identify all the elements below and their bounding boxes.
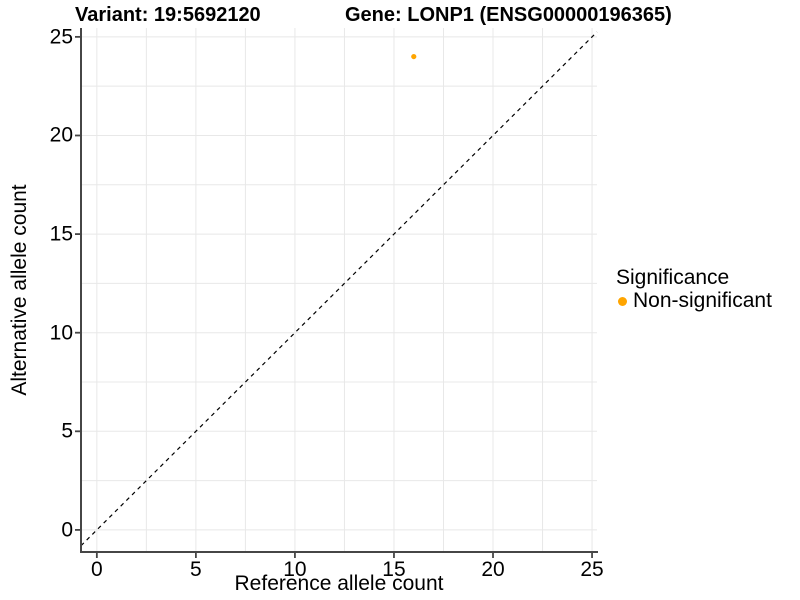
x-tick-label: 10 — [283, 558, 307, 581]
legend-item-non-significant: Non-significant — [616, 290, 772, 312]
y-tick-label: 20 — [49, 123, 73, 147]
x-axis-title: Reference allele count — [234, 572, 444, 595]
legend-item-label: Non-significant — [633, 289, 772, 312]
x-tick-label: 20 — [481, 558, 505, 581]
y-tick-label: 15 — [49, 222, 73, 246]
x-tick-label: 15 — [382, 558, 406, 581]
y-tick-label: 10 — [49, 321, 73, 345]
legend-point-icon — [618, 296, 627, 306]
y-tick-label: 5 — [61, 419, 73, 443]
legend: Significance Non-significant — [616, 265, 772, 312]
y-tick-label: 25 — [49, 25, 73, 49]
plot-title-variant: Variant: 19:5692120 — [75, 4, 261, 26]
legend-title: Significance — [616, 266, 730, 289]
x-tick-label: 25 — [580, 558, 604, 581]
y-axis-title: Alternative allele count — [8, 184, 31, 396]
data-point — [411, 53, 417, 60]
plot-title-gene: Gene: LONP1 (ENSG00000196365) — [345, 4, 672, 26]
x-tick-label: 5 — [190, 558, 202, 581]
x-tick-label: 0 — [91, 558, 103, 581]
y-tick-label: 0 — [61, 518, 73, 542]
identity-line — [80, 31, 598, 547]
